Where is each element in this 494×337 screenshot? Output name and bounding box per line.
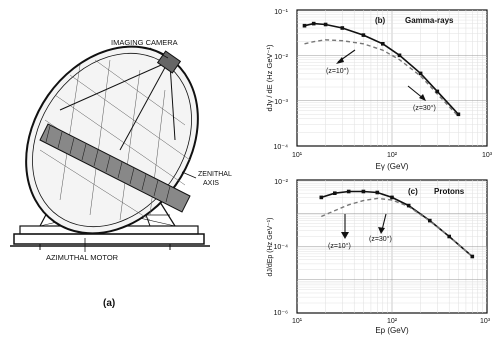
protons-panel-label: (c) [408,187,418,196]
protons-series-z30-line [321,197,473,258]
gamma-data-point [340,26,345,30]
gamma-ylabel: dJγ / dE (Hz GeV⁻¹) [265,44,274,111]
azimuthal-motor-label: AZIMUTHAL MOTOR [46,253,119,262]
gamma-markers [302,21,461,117]
gamma-title: Gamma-rays [405,16,454,25]
protons-data-point [390,195,394,200]
gamma-annotation-z30: (z=30°) [413,104,436,112]
gamma-xtick-3: 10³ [482,152,493,159]
protons-data-point [406,203,411,208]
gamma-panel-label: (b) [375,16,386,25]
telescope-drawing [10,45,210,252]
gamma-data-point [435,89,440,94]
protons-ylabel: dJ/dEp (Hz GeV⁻¹) [267,218,274,277]
protons-data-point [333,191,337,195]
gamma-xlabel: Eγ (GeV) [376,162,409,171]
protons-ytick-2: 10⁻⁴ [274,244,289,251]
gamma-data-point [381,42,385,46]
gamma-xtick-2: 10² [387,152,398,159]
gamma-annotation-z10-arrowhead [336,57,344,64]
gamma-data-point [397,53,402,58]
protons-xlabel: Ep (GeV) [375,326,409,335]
protons-annotation-z30-arrow [381,213,387,231]
panel-a-label: (a) [103,298,115,309]
gamma-annotation-z30-arrowhead [419,94,426,101]
gamma-data-point [311,21,316,26]
gamma-ytick-2: 10⁻² [274,54,288,61]
protons-data-point [346,189,351,194]
protons-chart: 10⁻² 10⁻⁴ 10⁻⁶ 10¹ 10² 10³ Ep (GeV) dJ/d… [267,179,491,335]
protons-markers [319,189,475,259]
gamma-data-point [456,112,461,117]
protons-data-point [428,218,432,223]
gamma-data-point [418,71,423,76]
gamma-gridlines [297,10,487,146]
gamma-data-point [361,33,366,37]
protons-annotation-z10-arrowhead [341,232,349,239]
protons-ytick-1: 10⁻² [274,179,288,186]
imaging-camera-label: IMAGING CAMERA [111,38,178,47]
protons-data-point [447,234,451,239]
protons-data-point [319,195,324,200]
protons-data-point [470,254,475,259]
gamma-ytick-3: 10⁻³ [274,99,288,106]
gamma-rays-chart: 10⁻¹ 10⁻² 10⁻³ 10⁻⁴ 10¹ 10² 10³ Eγ (GeV)… [265,9,493,171]
protons-title: Protons [434,187,465,196]
gamma-data-point [323,22,328,27]
protons-annotation-z30: (z=30°) [369,235,392,243]
protons-ytick-3: 10⁻⁶ [274,310,288,317]
protons-annotation-z10: (z=10°) [328,242,351,250]
gamma-series-z10-line [304,22,459,115]
gamma-ytick-1: 10⁻¹ [274,9,288,16]
protons-annotation-z30-arrowhead [378,227,385,234]
protons-data-point [375,190,380,195]
gamma-data-point [302,23,307,28]
gamma-annotation-z10: (z=10°) [326,67,349,75]
gamma-ytick-4: 10⁻⁴ [274,144,289,151]
protons-gridlines [297,180,487,313]
zenithal-axis-label-1: ZENITHAL [198,171,232,178]
gamma-series-z30-line [304,39,459,117]
protons-data-point [361,189,366,194]
protons-xtick-1: 10¹ [292,318,303,325]
gamma-xtick-1: 10¹ [292,152,303,159]
protons-xtick-3: 10³ [480,318,491,325]
zenithal-axis-label-2: AXIS [203,180,219,187]
protons-xtick-2: 10² [387,318,398,325]
